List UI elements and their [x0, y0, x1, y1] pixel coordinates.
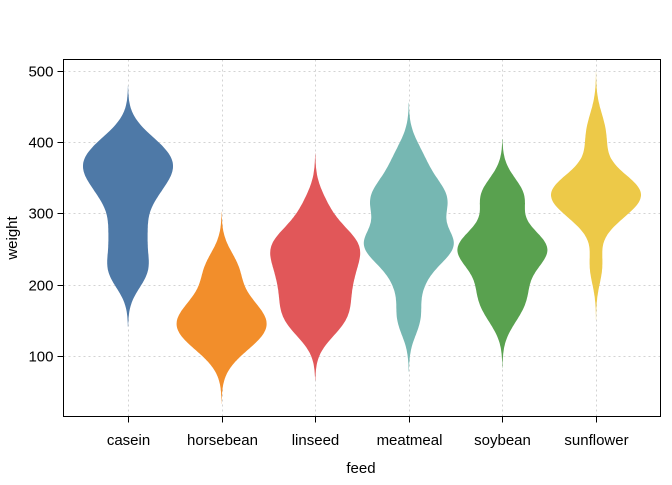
grid [63, 59, 661, 417]
y-tick-label: 100 [28, 349, 53, 366]
x-axis-label: feed [346, 460, 375, 477]
x-tick-label: soybean [474, 432, 531, 449]
violin-horsebean [176, 211, 267, 404]
y-axis-label: weight [4, 215, 21, 260]
y-tick-label: 400 [28, 135, 53, 152]
x-axis: casein horsebean linseed meatmeal soybean sun… [107, 416, 629, 449]
y-tick-label: 300 [28, 206, 53, 223]
y-tick-label: 200 [28, 278, 53, 295]
x-tick-label: casein [107, 432, 150, 449]
y-axis: 100 200 300 400 500 [28, 64, 64, 366]
x-tick-label: sunflower [564, 432, 628, 449]
violin-meatmeal [363, 102, 454, 372]
violins [83, 72, 641, 404]
x-tick-label: linseed [292, 432, 340, 449]
x-tick-label: meatmeal [377, 432, 443, 449]
plot-frame [63, 59, 661, 417]
violin-casein [83, 85, 173, 327]
violin-sunflower [551, 72, 641, 320]
violin-linseed [270, 153, 361, 381]
violin-soybean [457, 139, 548, 369]
y-tick-label: 500 [28, 64, 53, 81]
x-tick-label: horsebean [187, 432, 258, 449]
